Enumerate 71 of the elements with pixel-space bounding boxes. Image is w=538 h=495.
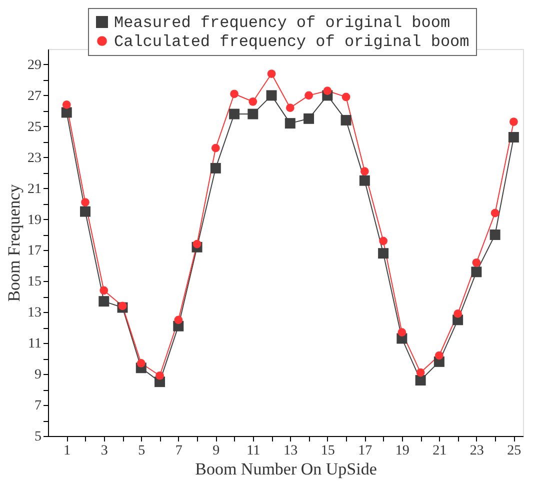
point [490,230,500,240]
point [359,175,370,186]
point [490,208,500,218]
point [454,310,462,318]
point [284,118,296,129]
x-tick-label: 5 [138,444,146,458]
point [81,198,90,206]
x-tick-label: 9 [212,444,220,458]
point [266,90,277,101]
point [378,248,389,259]
legend-label: Measured frequency of original boom [114,14,450,32]
point [229,108,240,120]
point [510,118,518,126]
point [210,162,221,174]
point [342,92,350,102]
y-tick-label: 15 [28,274,42,290]
x-tick-label: 11 [246,444,260,458]
point [434,351,444,360]
x-tick-label: 7 [175,444,182,458]
x-tick-label: 23 [470,444,484,458]
y-tick-label: 11 [28,336,42,352]
x-tick-label: 13 [284,444,298,458]
point [267,70,276,78]
point [100,286,108,295]
point [61,107,72,118]
point [304,91,313,100]
x-tick-label: 15 [320,444,335,458]
point [508,132,519,142]
y-tick-label: 5 [34,430,42,444]
y-axis-title: Boom Frequency [4,184,24,302]
x-tick-label: 1 [64,444,71,458]
point [174,316,183,324]
x-axis-title: Boom Number On UpSide [195,460,377,478]
y-tick-label: 17 [28,244,42,259]
y-tick-label: 13 [28,306,42,321]
legend-label: Calculated frequency of original boom [114,33,470,51]
y-tick-label: 27 [28,88,42,104]
point [398,328,406,336]
point [323,86,332,95]
point [211,144,220,152]
point [98,296,110,307]
y-tick-label: 9 [34,368,42,383]
point [304,113,314,124]
y-tick-label: 19 [28,212,42,228]
point [471,266,482,278]
point [416,368,425,377]
y-tick-label: 23 [28,150,42,166]
point [62,100,71,109]
x-tick-label: 19 [395,444,410,458]
x-tick-label: 25 [507,444,522,458]
point [192,240,202,248]
point [340,114,352,126]
point [379,236,388,246]
y-tick-label: 25 [28,120,42,135]
point [472,258,481,267]
point [248,108,258,120]
point [248,97,258,106]
point [360,167,369,176]
x-tick-label: 21 [432,444,447,458]
point [286,104,294,112]
x-tick-label: 3 [100,444,108,458]
x-tick-label: 17 [358,444,372,458]
point [415,375,426,386]
y-tick-label: 7 [34,398,42,414]
point [80,206,90,217]
point [136,359,146,368]
point [118,302,127,310]
point [156,371,164,380]
point [230,90,238,98]
y-tick-label: 21 [28,182,42,197]
y-tick-label: 29 [28,58,42,73]
